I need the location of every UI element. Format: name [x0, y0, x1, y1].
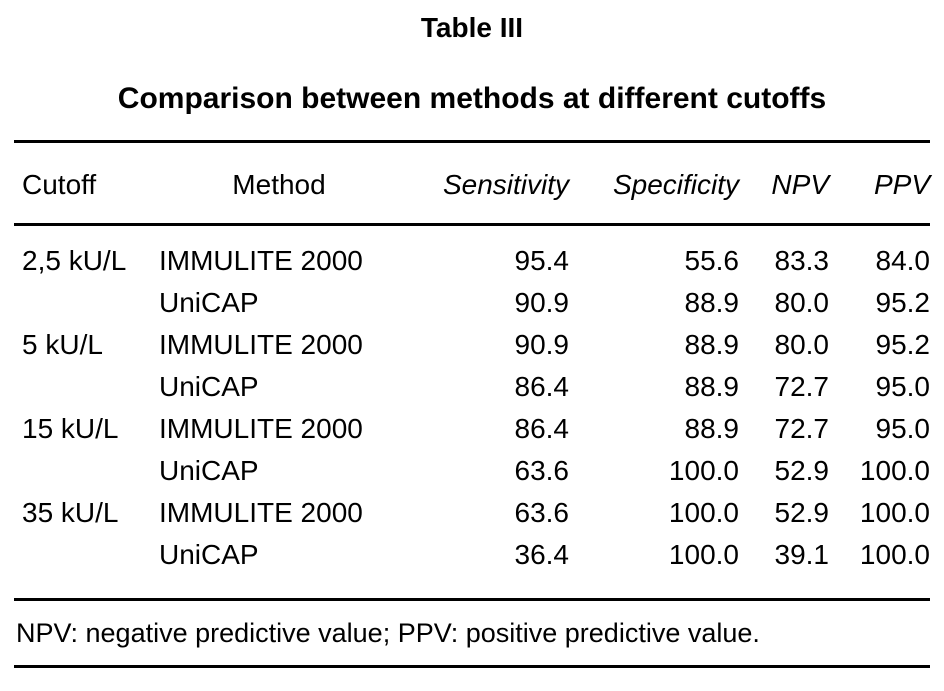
cell-cutoff: 2,5 kU/L	[22, 245, 127, 276]
cell-cutoff	[14, 450, 159, 492]
cell-ppv: 84.0	[875, 245, 931, 276]
cell-specificity: 100.0	[668, 539, 739, 570]
divider-bottom	[14, 665, 930, 668]
table-row: UniCAP 36.4 100.0 39.1 100.0	[14, 534, 930, 598]
cell-sensitivity: 63.6	[514, 497, 570, 528]
cell-ppv: 95.0	[875, 371, 931, 402]
cell-npv: 39.1	[774, 539, 830, 570]
cell-method: IMMULITE 2000	[159, 497, 363, 528]
cell-sensitivity: 95.4	[514, 245, 570, 276]
cell-ppv: 100.0	[859, 455, 930, 486]
cell-cutoff	[14, 534, 159, 598]
cell-method: IMMULITE 2000	[159, 245, 363, 276]
column-header-npv: NPV	[739, 143, 829, 226]
column-header-sensitivity: Sensitivity	[399, 143, 569, 226]
cell-method: UniCAP	[159, 455, 259, 486]
cell-npv: 80.0	[774, 287, 830, 318]
cell-ppv: 95.0	[875, 413, 931, 444]
cell-cutoff: 5 kU/L	[22, 329, 103, 360]
cell-cutoff	[14, 282, 159, 324]
cell-ppv: 100.0	[859, 497, 930, 528]
table-footnote: NPV: negative predictive value; PPV: pos…	[16, 618, 760, 648]
header-row: Cutoff Method Sensitivity Specificity NP…	[14, 143, 930, 226]
cell-npv: 52.9	[774, 455, 830, 486]
cell-method: UniCAP	[159, 539, 259, 570]
cell-npv: 83.3	[774, 245, 830, 276]
cell-npv: 80.0	[774, 329, 830, 360]
divider-top	[14, 140, 930, 143]
table-row: UniCAP 63.6 100.0 52.9 100.0	[14, 450, 930, 492]
comparison-table: Cutoff Method Sensitivity Specificity NP…	[14, 143, 930, 598]
table-number-title: Table III	[420, 12, 524, 43]
cell-sensitivity: 86.4	[514, 371, 570, 402]
cell-specificity: 55.6	[684, 245, 740, 276]
cell-npv: 72.7	[774, 371, 830, 402]
table-row: UniCAP 90.9 88.9 80.0 95.2	[14, 282, 930, 324]
cell-sensitivity: 90.9	[514, 329, 570, 360]
column-header-specificity: Specificity	[569, 143, 739, 226]
cell-sensitivity: 36.4	[514, 539, 570, 570]
cell-specificity: 88.9	[684, 413, 740, 444]
cell-method: UniCAP	[159, 371, 259, 402]
column-header-cutoff: Cutoff	[14, 143, 159, 226]
cell-specificity: 100.0	[668, 455, 739, 486]
column-header-ppv: PPV	[829, 143, 930, 226]
divider-above-footnote	[14, 598, 930, 601]
cell-npv: 52.9	[774, 497, 830, 528]
cell-method: UniCAP	[159, 287, 259, 318]
cell-npv: 72.7	[774, 413, 830, 444]
table-row: UniCAP 86.4 88.9 72.7 95.0	[14, 366, 930, 408]
table-row: 35 kU/L IMMULITE 2000 63.6 100.0 52.9 10…	[14, 492, 930, 534]
cell-cutoff: 35 kU/L	[22, 497, 119, 528]
cell-sensitivity: 63.6	[514, 455, 570, 486]
cell-ppv: 95.2	[875, 287, 931, 318]
cell-cutoff: 15 kU/L	[22, 413, 119, 444]
table-row: 5 kU/L IMMULITE 2000 90.9 88.9 80.0 95.2	[14, 324, 930, 366]
table-caption: Comparison between methods at different …	[117, 82, 827, 115]
cell-ppv: 100.0	[859, 539, 930, 570]
cell-sensitivity: 90.9	[514, 287, 570, 318]
cell-method: IMMULITE 2000	[159, 413, 363, 444]
cell-ppv: 95.2	[875, 329, 931, 360]
cell-specificity: 88.9	[684, 329, 740, 360]
table-row: 15 kU/L IMMULITE 2000 86.4 88.9 72.7 95.…	[14, 408, 930, 450]
cell-specificity: 100.0	[668, 497, 739, 528]
table-row: 2,5 kU/L IMMULITE 2000 95.4 55.6 83.3 84…	[14, 225, 930, 283]
cell-specificity: 88.9	[684, 287, 740, 318]
column-header-method: Method	[159, 143, 399, 226]
cell-sensitivity: 86.4	[514, 413, 570, 444]
cell-method: IMMULITE 2000	[159, 329, 363, 360]
cell-cutoff	[14, 366, 159, 408]
cell-specificity: 88.9	[684, 371, 740, 402]
